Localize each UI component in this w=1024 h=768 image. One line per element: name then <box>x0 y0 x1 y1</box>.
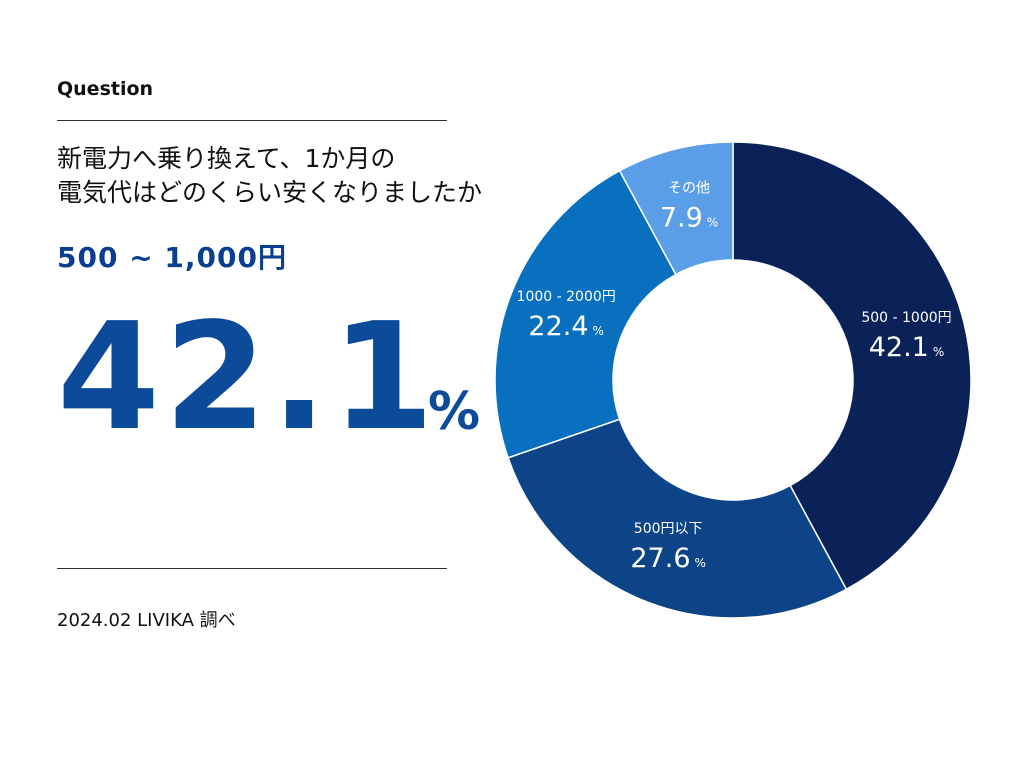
highlight-percent-sign: % <box>428 382 481 442</box>
top-divider <box>57 120 447 121</box>
donut-slice-2 <box>507 418 848 619</box>
question-line-1: 新電力へ乗り換えて、1か月の <box>57 144 396 173</box>
question-line-2: 電気代はどのくらい安くなりましたか <box>57 178 483 207</box>
donut-slice-3 <box>494 169 677 459</box>
highlight-percentage: 42.1 <box>57 291 439 463</box>
donut-slice-4 <box>618 141 734 276</box>
donut-slice-1 <box>732 141 972 591</box>
source-note: 2024.02 LIVIKA 調べ <box>57 610 236 631</box>
slice-category-label: 500円以下 <box>634 521 703 537</box>
slice-category-label: 500 - 1000円 <box>861 310 951 326</box>
question-label: Question <box>57 78 154 100</box>
slice-value-label: 7.9% <box>660 202 718 233</box>
slice-category-label: 1000 - 2000円 <box>517 289 616 305</box>
bottom-divider <box>57 568 447 569</box>
slice-value-label: 42.1% <box>869 332 945 363</box>
slice-value-label: 22.4% <box>528 311 604 342</box>
question-text: 新電力へ乗り換えて、1か月の 電気代はどのくらい安くなりましたか <box>57 142 482 210</box>
slice-value-label: 27.6% <box>630 543 706 574</box>
slice-category-label: その他 <box>668 180 710 196</box>
highlight-range: 500 ~ 1,000円 <box>57 241 287 274</box>
